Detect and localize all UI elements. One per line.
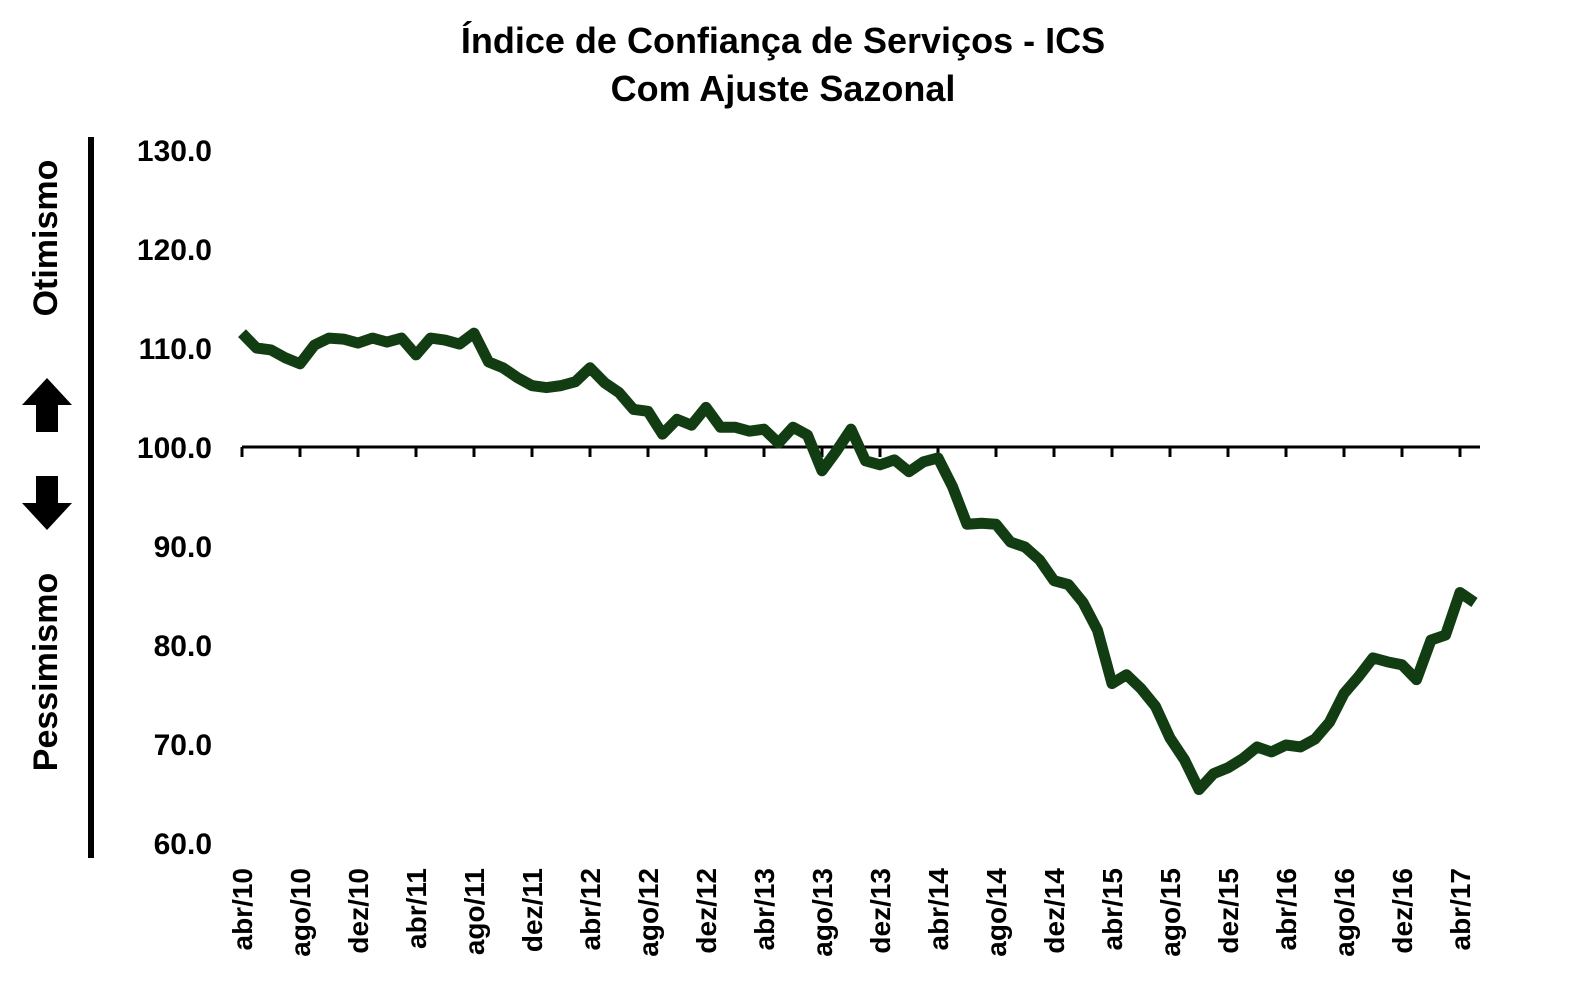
x-tick-label: abr/16: [1271, 868, 1302, 951]
x-tick-label: dez/10: [343, 868, 374, 954]
x-tick-label: ago/16: [1329, 868, 1360, 957]
y-tick-label: 60.0: [154, 828, 212, 861]
x-tick-label: abr/11: [401, 868, 432, 949]
x-tick-label: ago/15: [1155, 868, 1186, 957]
x-tick-label: dez/14: [1039, 868, 1070, 954]
y-tick-label: 80.0: [154, 630, 212, 663]
x-tick-label: ago/14: [981, 868, 1012, 957]
x-tick-label: abr/15: [1097, 868, 1128, 951]
chart-subtitle: Com Ajuste Sazonal: [611, 68, 956, 109]
x-tick-label: abr/10: [227, 868, 258, 951]
x-tick-label: dez/13: [865, 868, 896, 954]
x-tick-label: ago/10: [285, 868, 316, 957]
x-tick-label: dez/15: [1213, 868, 1244, 954]
x-tick-label: ago/11: [459, 868, 490, 955]
y-tick-label: 130.0: [137, 135, 212, 168]
up-arrow: [22, 378, 72, 432]
x-tick-label: abr/14: [923, 868, 954, 951]
x-tick-label: ago/13: [807, 868, 838, 957]
x-tick-label: dez/11: [517, 868, 548, 952]
optimism-label: Otimismo: [27, 160, 65, 317]
y-tick-label: 110.0: [139, 333, 212, 366]
x-tick-label: ago/12: [633, 868, 664, 957]
down-arrow: [22, 476, 72, 530]
x-tick-label: dez/12: [691, 868, 722, 954]
y-tick-label: 90.0: [154, 531, 212, 564]
chart-title: Índice de Confiança de Serviços - ICS: [461, 20, 1105, 61]
x-tick-label: abr/17: [1445, 868, 1476, 951]
y-tick-label: 100.0: [137, 432, 212, 465]
data-line: [238, 327, 1478, 796]
x-tick-label: abr/12: [575, 868, 606, 951]
x-tick-label: dez/16: [1387, 868, 1418, 954]
x-tick-label: abr/13: [749, 868, 780, 951]
y-tick-label: 120.0: [137, 234, 212, 267]
y-tick-label: 70.0: [154, 729, 212, 762]
pessimism-label: Pessimismo: [27, 573, 65, 771]
